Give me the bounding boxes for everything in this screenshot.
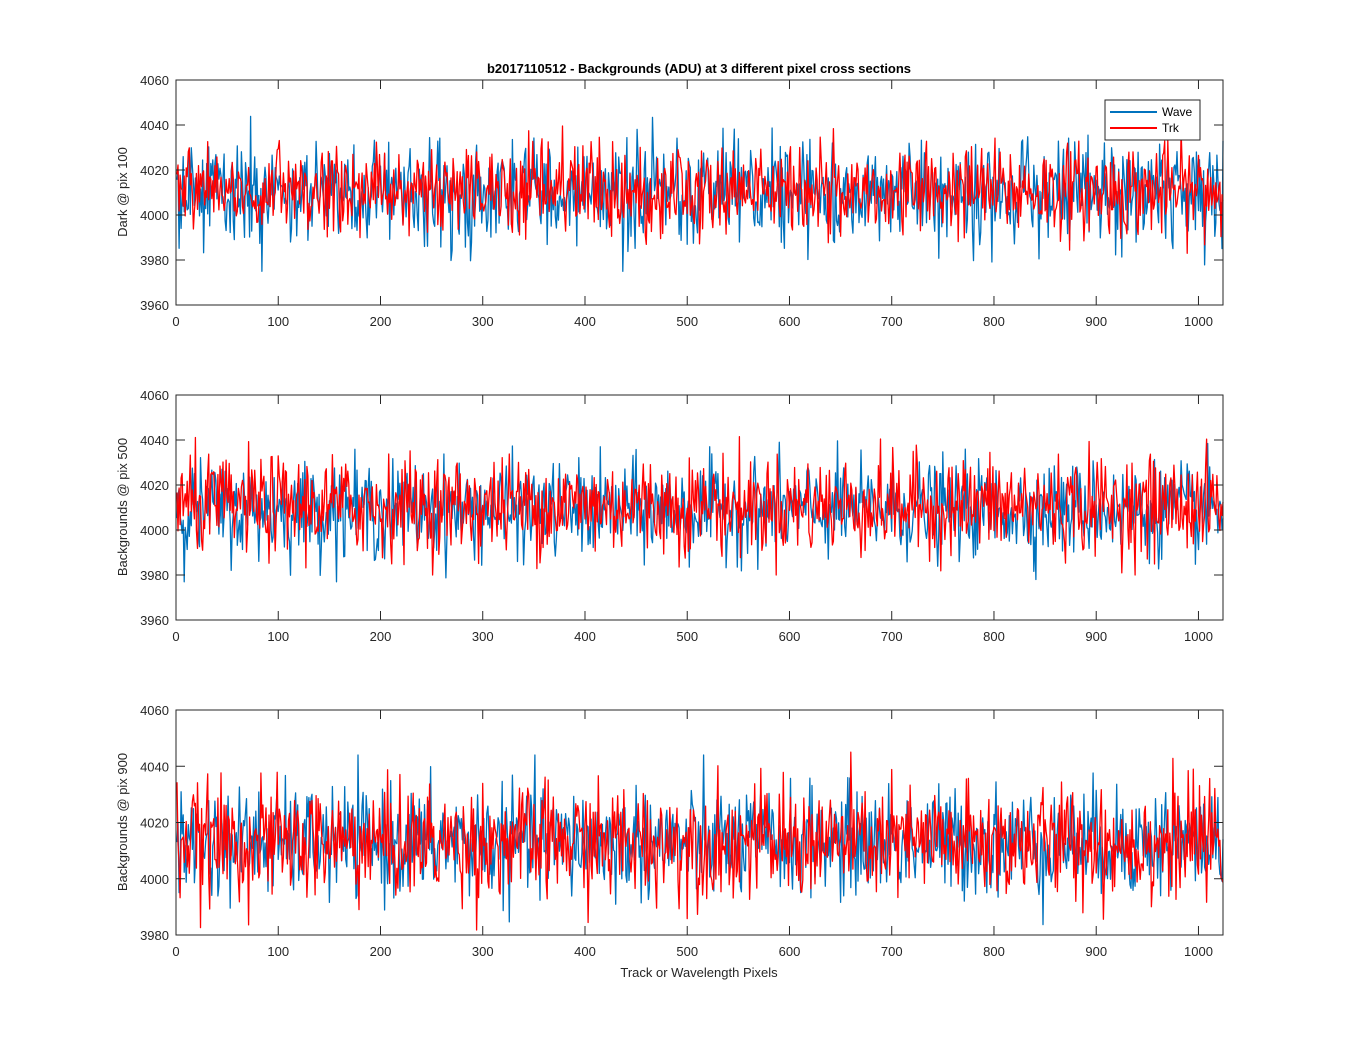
y-tick-label: 3980 (140, 253, 169, 268)
x-tick-label: 1000 (1184, 629, 1213, 644)
panel-dark-pix-100: 0 100 200 300 400 500 600 700 800 900 1000 3960 3980… (115, 73, 1224, 329)
legend: Wave Trk (1104, 99, 1201, 141)
y-tick-label: 4040 (140, 433, 169, 448)
y-tick-label: 4000 (140, 872, 169, 887)
ticks-layer: 0 100 200 300 400 500 600 700 800 900 1000 3980 4000… (140, 703, 1223, 959)
ticks-layer: 0 100 200 300 400 500 600 700 800 900 1000 3960 3980… (140, 388, 1223, 644)
y-tick-label: 4000 (140, 523, 169, 538)
series-layer (176, 436, 1224, 583)
x-axis-label: Track or Wavelength Pixels (620, 965, 778, 980)
x-tick-label: 900 (1085, 314, 1107, 329)
chart-title: b2017110512 - Backgrounds (ADU) at 3 dif… (487, 61, 911, 76)
axes-box (175, 79, 1224, 306)
x-tick-label: 900 (1085, 629, 1107, 644)
x-tick-label: 600 (779, 314, 801, 329)
axes-box (175, 394, 1224, 621)
y-tick-label: 4000 (140, 208, 169, 223)
series-line-trk (176, 436, 1224, 576)
y-tick-label: 4020 (140, 816, 169, 831)
x-tick-label: 500 (676, 944, 698, 959)
x-tick-label: 400 (574, 314, 596, 329)
ticks-layer: 0 100 200 300 400 500 600 700 800 900 1000 3960 3980… (140, 73, 1223, 329)
y-axis-label: Backgrounds @ pix 900 (115, 753, 130, 891)
x-tick-label: 100 (267, 944, 289, 959)
x-tick-label: 800 (983, 944, 1005, 959)
y-tick-label: 4060 (140, 73, 169, 88)
x-tick-label: 800 (983, 629, 1005, 644)
x-tick-label: 1000 (1184, 314, 1213, 329)
y-tick-label: 4040 (140, 118, 169, 133)
x-tick-label: 700 (881, 629, 903, 644)
x-tick-label: 700 (881, 944, 903, 959)
x-tick-label: 1000 (1184, 944, 1213, 959)
x-tick-label: 200 (370, 944, 392, 959)
x-tick-label: 400 (574, 944, 596, 959)
x-tick-label: 0 (172, 629, 179, 644)
x-tick-label: 600 (779, 629, 801, 644)
axes-box (175, 709, 1224, 936)
legend-box (1104, 99, 1201, 141)
y-tick-label: 4040 (140, 759, 169, 774)
series-line-trk (176, 751, 1224, 931)
y-tick-label: 4060 (140, 388, 169, 403)
x-tick-label: 0 (172, 944, 179, 959)
y-tick-label: 4020 (140, 163, 169, 178)
series-layer (176, 751, 1224, 931)
y-tick-label: 4020 (140, 478, 169, 493)
legend-label-wave: Wave (1162, 105, 1193, 119)
y-tick-label: 3980 (140, 568, 169, 583)
series-line-trk (176, 125, 1224, 254)
x-tick-label: 200 (370, 629, 392, 644)
y-axis-label: Dark @ pix 100 (115, 147, 130, 237)
panel-backgrounds-pix-500: 0 100 200 300 400 500 600 700 800 900 1000 3960 3980… (115, 388, 1224, 644)
x-tick-label: 400 (574, 629, 596, 644)
panel-backgrounds-pix-900: 0 100 200 300 400 500 600 700 800 900 1000 3980 4000… (115, 703, 1224, 980)
x-tick-label: 300 (472, 314, 494, 329)
x-tick-label: 0 (172, 314, 179, 329)
x-tick-label: 900 (1085, 944, 1107, 959)
x-tick-label: 300 (472, 944, 494, 959)
y-tick-label: 3960 (140, 298, 169, 313)
series-layer (176, 115, 1224, 272)
x-tick-label: 800 (983, 314, 1005, 329)
x-tick-label: 100 (267, 629, 289, 644)
x-tick-label: 600 (779, 944, 801, 959)
x-tick-label: 300 (472, 629, 494, 644)
x-tick-label: 100 (267, 314, 289, 329)
y-tick-label: 4060 (140, 703, 169, 718)
x-tick-label: 700 (881, 314, 903, 329)
y-tick-label: 3980 (140, 928, 169, 943)
x-tick-label: 200 (370, 314, 392, 329)
x-tick-label: 500 (676, 629, 698, 644)
legend-label-trk: Trk (1162, 121, 1180, 135)
y-tick-label: 3960 (140, 613, 169, 628)
x-tick-label: 500 (676, 314, 698, 329)
y-axis-label: Backgrounds @ pix 500 (115, 438, 130, 576)
